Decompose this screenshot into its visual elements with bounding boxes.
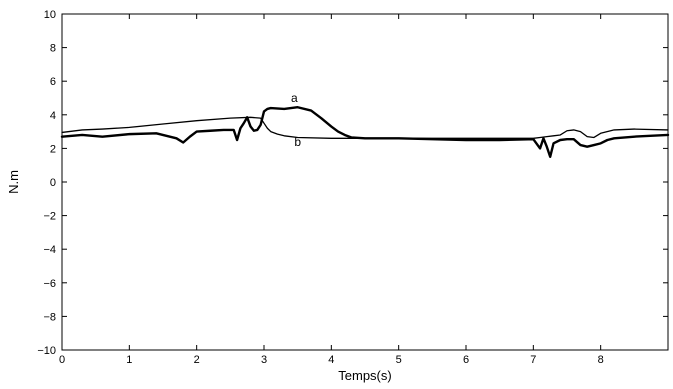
y-tick-label: −10 [37, 345, 56, 357]
annotation-label-a: a [291, 91, 298, 105]
x-axis-label: Temps(s) [338, 368, 391, 383]
x-tick-label: 0 [59, 354, 65, 366]
x-tick-label: 4 [328, 354, 334, 366]
y-tick-label: 6 [50, 76, 56, 88]
series-line-2 [61, 116, 669, 139]
annotation-label-b: b [294, 135, 301, 149]
y-tick-label: 0 [50, 177, 56, 189]
y-tick-label: 2 [50, 143, 56, 155]
y-tick-label: −4 [43, 244, 56, 256]
x-tick-label: 5 [396, 354, 402, 366]
y-tick-label: 8 [50, 43, 56, 55]
x-tick-label: 8 [598, 354, 604, 366]
y-tick-label: 4 [50, 110, 56, 122]
series-line-1 [60, 106, 670, 158]
y-axis-label: N.m [6, 170, 21, 194]
plot-area-frame [61, 13, 669, 351]
y-tick-label: −6 [43, 278, 56, 290]
x-tick-label: 2 [194, 354, 200, 366]
x-tick-label: 7 [530, 354, 536, 366]
x-tick-label: 6 [463, 354, 469, 366]
y-tick-label: −8 [43, 311, 56, 323]
x-tick-label: 3 [261, 354, 267, 366]
y-tick-label: 10 [44, 9, 56, 21]
x-tick-label: 1 [126, 354, 132, 366]
y-tick-label: −2 [43, 211, 56, 223]
